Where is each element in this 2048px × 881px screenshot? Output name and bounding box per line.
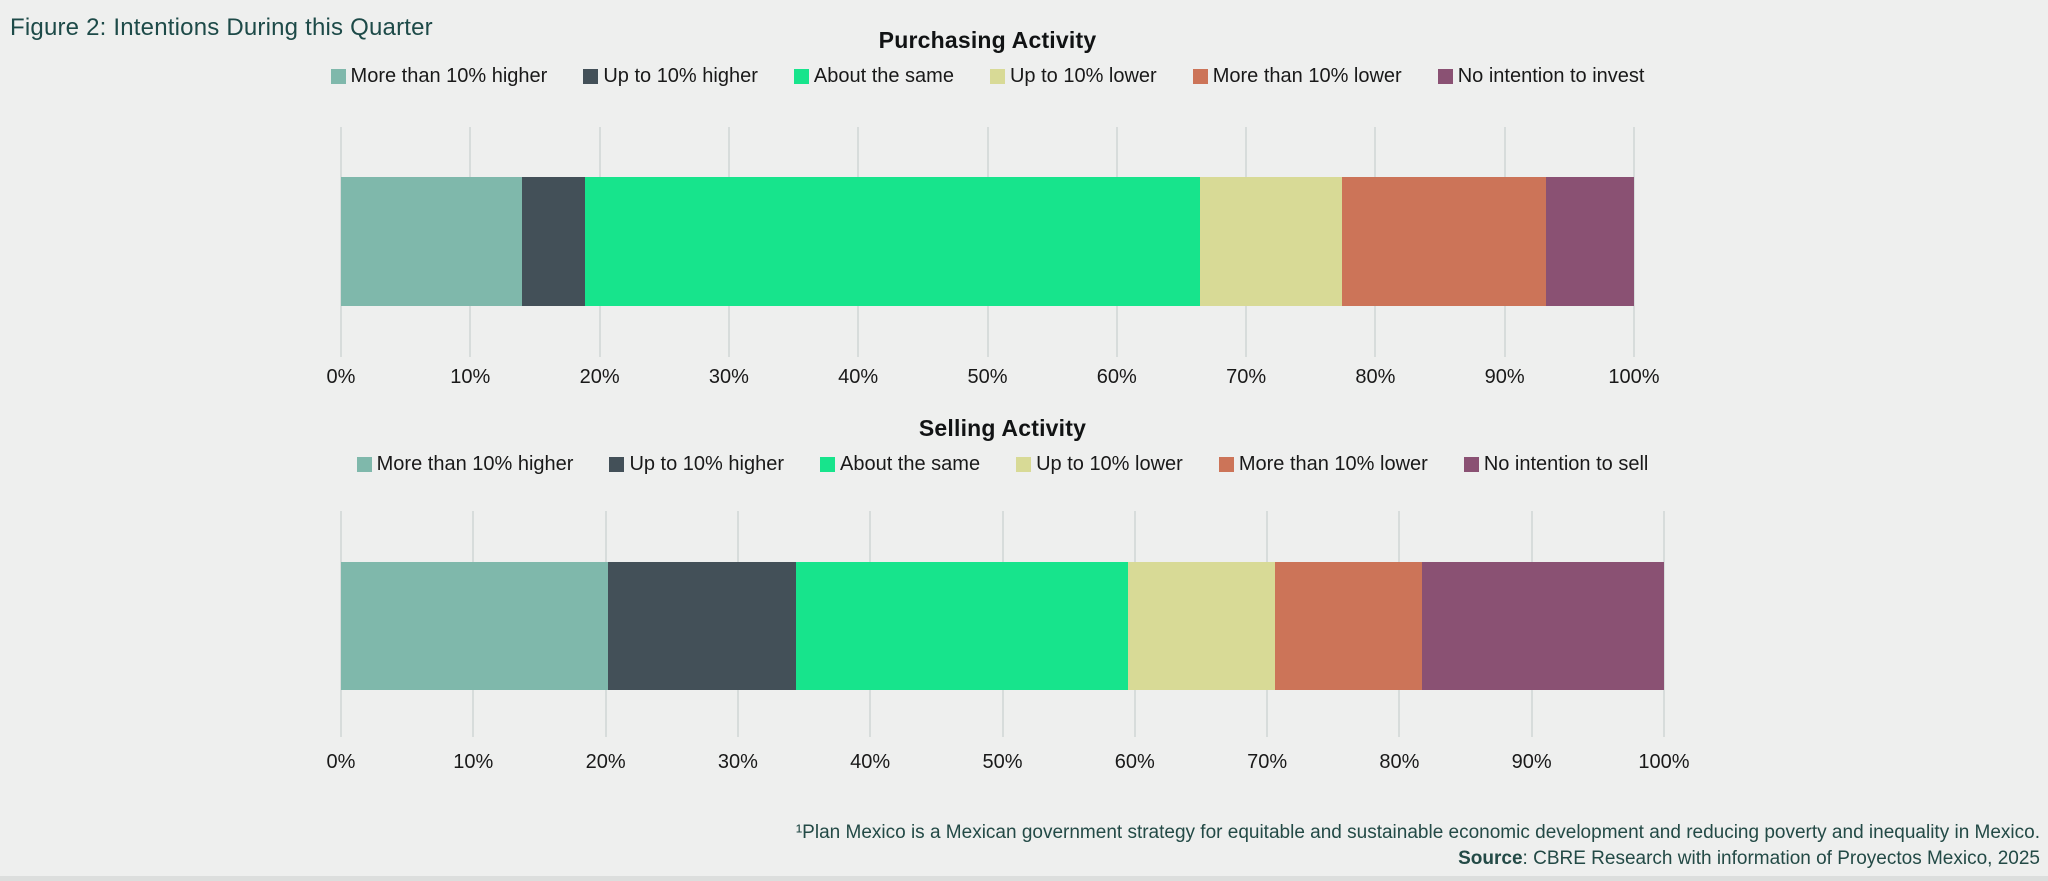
legend-swatch — [819, 456, 835, 472]
axis-tick-label: 10% — [453, 751, 494, 773]
legend-swatch — [1463, 456, 1479, 472]
legend-label: About the same — [839, 452, 981, 475]
axis-tick-label: 70% — [1247, 751, 1288, 773]
axis-tick-label: 50% — [982, 751, 1023, 773]
selling-activity-chart: Selling Activity More than 10% higher Up … — [327, 414, 1690, 775]
legend-label: No intention to invest — [1457, 64, 1645, 87]
axis-tick-label: 10% — [450, 366, 491, 388]
axis: 0% 10% 20% 30% 40% 50% 60% 70% 80% 90% 100% — [327, 751, 1690, 775]
bottom-divider — [0, 876, 2048, 881]
figure-title: Figure 2: Intentions During this Quarter — [10, 14, 433, 41]
axis-tick-label: 40% — [850, 751, 891, 773]
footnote: ¹Plan Mexico is a Mexican government str… — [795, 822, 2040, 843]
legend-swatch — [330, 68, 346, 84]
axis-tick-label: 100% — [1638, 751, 1690, 773]
axis-tick-label: 30% — [717, 751, 758, 773]
chart-title: Selling Activity — [918, 415, 1087, 441]
legend-label: No intention to sell — [1483, 452, 1649, 475]
bar — [341, 177, 1634, 306]
legend-item: Up to 10% higher — [609, 453, 784, 476]
legend-label: Up to 10% higher — [629, 452, 784, 475]
chart-title: Purchasing Activity — [878, 27, 1097, 53]
bar-segment — [608, 562, 797, 690]
axis-tick-label: 70% — [1226, 366, 1267, 388]
axis-tick-label: 30% — [708, 366, 749, 388]
legend-item: Up to 10% higher — [583, 65, 758, 88]
axis-tick-label: 0% — [326, 751, 356, 773]
legend-item: More than 10% higher — [356, 452, 574, 476]
footer: ¹Plan Mexico is a Mexican government str… — [796, 820, 2040, 872]
source-label: Source — [1458, 848, 1523, 869]
axis-tick-label: 90% — [1484, 366, 1525, 388]
plot — [340, 127, 1635, 357]
legend-label: Up to 10% lower — [1036, 452, 1183, 475]
axis-tick-label: 0% — [326, 366, 356, 388]
legend-item: Up to 10% lower — [989, 64, 1157, 88]
legend-label: More than 10% lower — [1212, 64, 1402, 87]
gridline — [1663, 511, 1665, 737]
legend-swatch — [609, 456, 625, 472]
bar-segment — [1199, 177, 1342, 306]
axis-tick-label: 60% — [1096, 366, 1137, 388]
source-text: : CBRE Research with information of Proy… — [1522, 848, 2040, 869]
legend-item: More than 10% lower — [1192, 64, 1402, 88]
bar-segment — [522, 177, 586, 306]
legend-swatch — [583, 68, 599, 84]
bar-segment — [1128, 562, 1275, 690]
legend-label: More than 10% higher — [376, 452, 574, 475]
legend: More than 10% higher Up to 10% higher Abou… — [330, 64, 1644, 88]
bar-segment — [1275, 562, 1422, 690]
legend-label: More than 10% higher — [350, 64, 548, 87]
axis-tick-label: 20% — [579, 366, 620, 388]
legend-item: About the same — [793, 64, 954, 88]
legend-swatch — [356, 456, 372, 472]
legend-swatch — [1192, 68, 1208, 84]
axis-tick-label: 80% — [1379, 751, 1420, 773]
axis-tick-label: 50% — [967, 366, 1008, 388]
legend: More than 10% higher Up to 10% higher Abou… — [341, 452, 1664, 476]
source-line: Source: CBRE Research with information o… — [796, 846, 2040, 872]
legend-label: Up to 10% higher — [603, 64, 758, 87]
legend-swatch — [1218, 456, 1234, 472]
legend-label: More than 10% lower — [1238, 452, 1428, 475]
bar-segment — [1421, 562, 1664, 690]
axis-tick-label: 90% — [1511, 751, 1552, 773]
bar-segment — [1341, 177, 1547, 306]
purchasing-activity-chart: Purchasing Activity More than 10% higher… — [327, 26, 1660, 390]
bar-segment — [1546, 177, 1634, 306]
axis-tick-label: 40% — [838, 366, 879, 388]
legend-item: Up to 10% lower — [1016, 453, 1183, 476]
legend-item: About the same — [819, 452, 981, 476]
axis-tick-label: 80% — [1355, 366, 1396, 388]
bar — [341, 562, 1664, 690]
legend-swatch — [793, 68, 809, 84]
legend-item: More than 10% lower — [1218, 452, 1428, 476]
legend-label: Up to 10% lower — [1009, 64, 1157, 87]
axis-tick-label: 60% — [1114, 751, 1155, 773]
axis-tick-label: 20% — [585, 751, 626, 773]
legend-item: No intention to invest — [1437, 64, 1645, 88]
bar-segment — [341, 562, 609, 690]
gridline — [1633, 127, 1635, 357]
bar-segment — [585, 177, 1200, 306]
legend-label: About the same — [813, 64, 954, 87]
axis-tick-label: 100% — [1608, 366, 1660, 388]
plot — [340, 511, 1665, 737]
legend-swatch — [1016, 456, 1032, 472]
legend-item: More than 10% higher — [330, 64, 548, 88]
legend-swatch — [1437, 68, 1453, 84]
legend-item: No intention to sell — [1463, 452, 1649, 476]
bar-segment — [341, 177, 523, 306]
axis: 0% 10% 20% 30% 40% 50% 60% 70% 80% 90% 100% — [327, 366, 1660, 390]
legend-swatch — [989, 68, 1005, 84]
bar-segment — [796, 562, 1129, 690]
